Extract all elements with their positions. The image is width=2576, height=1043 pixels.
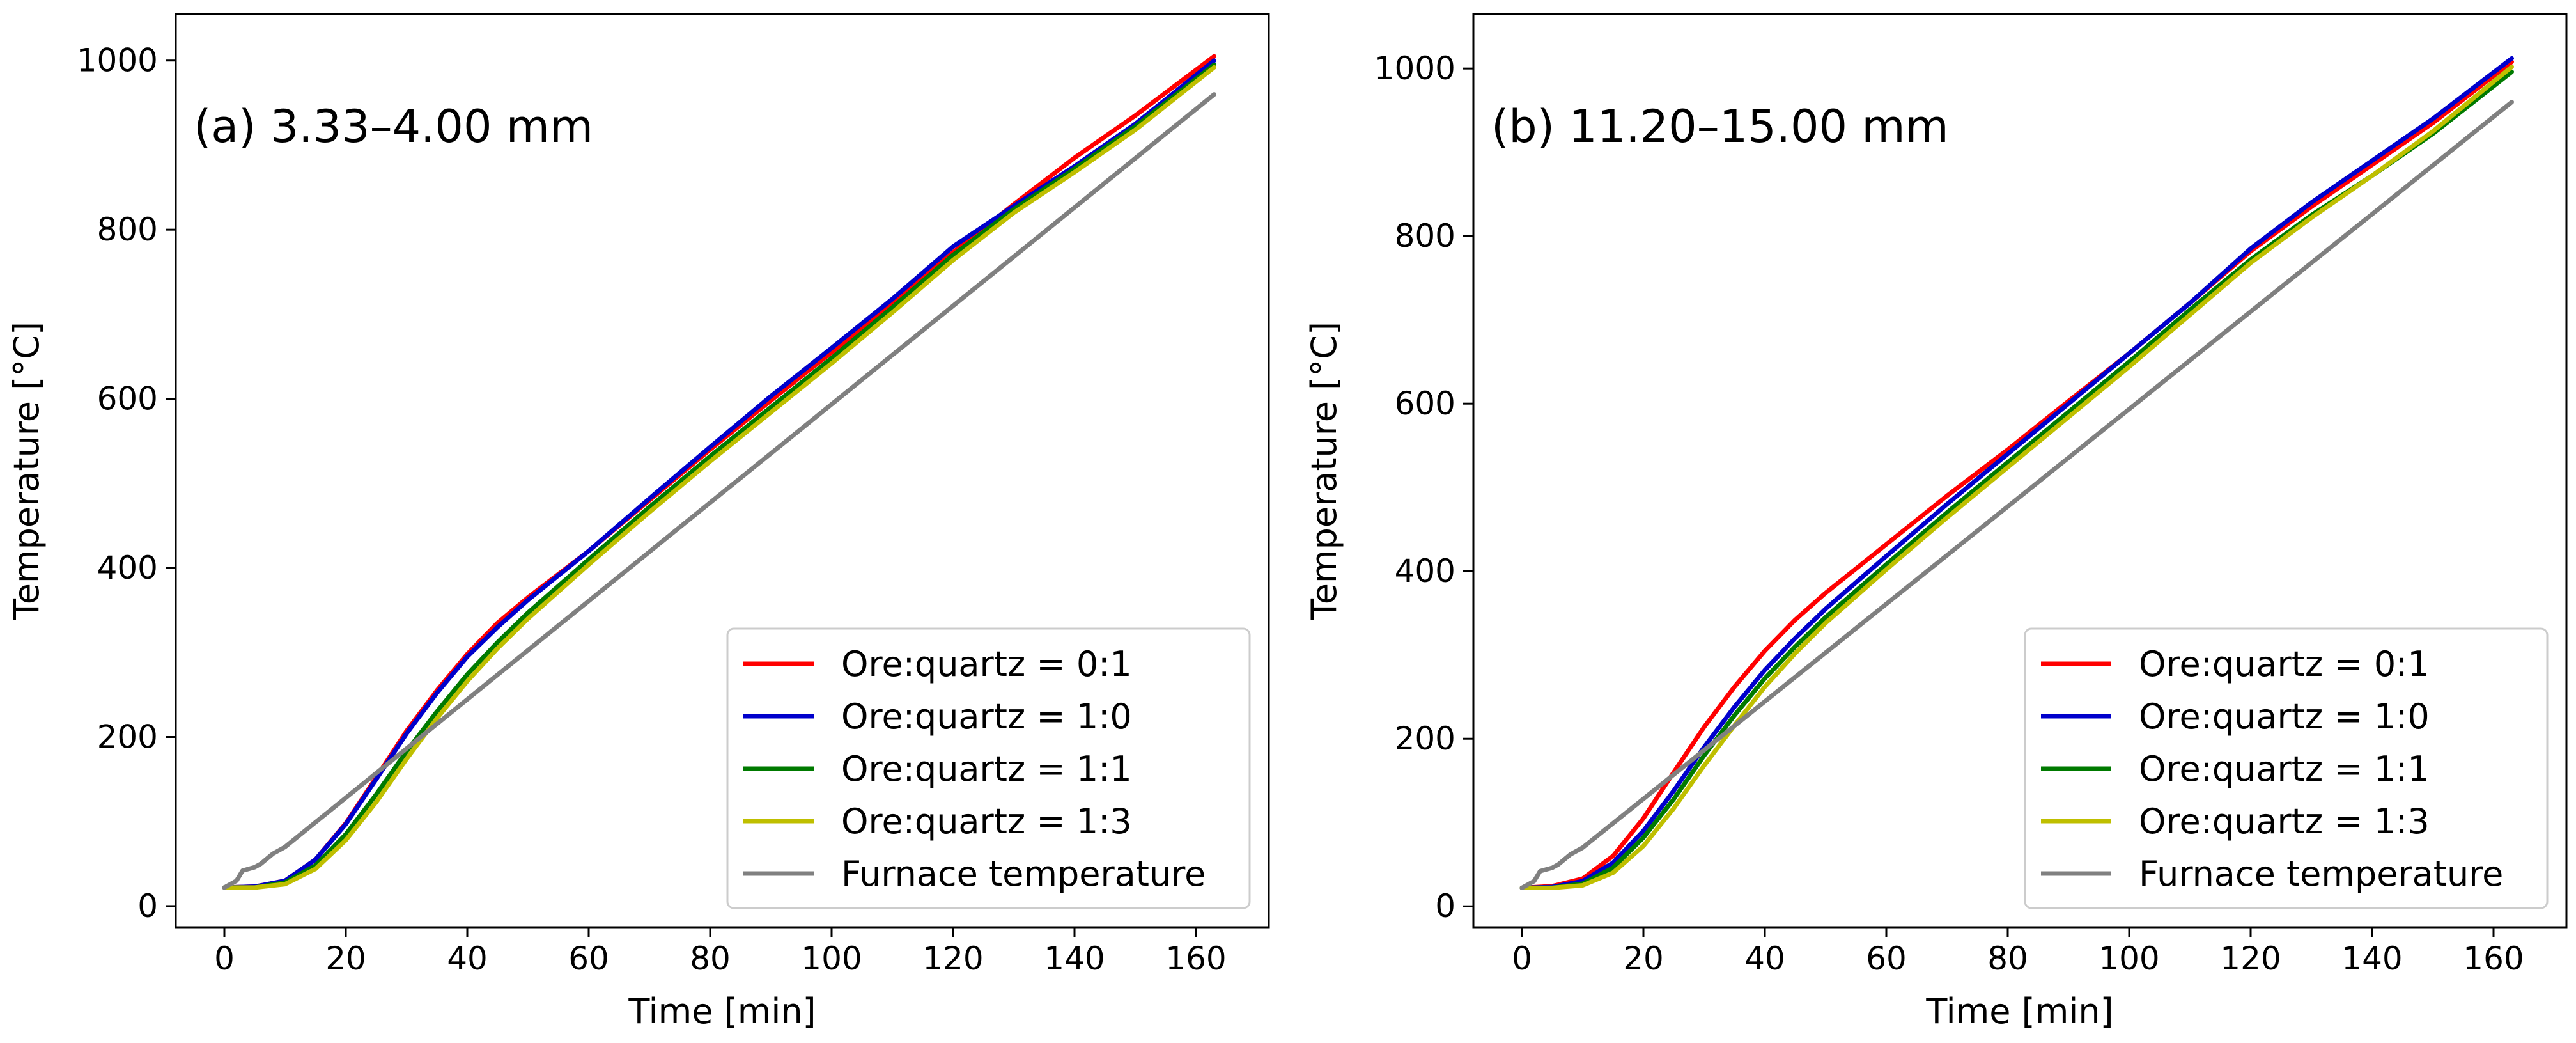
- x-tick-label: 120: [2220, 940, 2281, 977]
- x-tick-label: 40: [1744, 940, 1785, 977]
- x-tick-label: 60: [1866, 940, 1907, 977]
- y-tick-label: 800: [1395, 217, 1455, 255]
- y-tick-label: 400: [97, 549, 158, 586]
- y-tick-label: 0: [137, 888, 158, 925]
- x-tick-label: 0: [214, 940, 235, 977]
- series-line-furnace: [222, 92, 1216, 890]
- x-tick-label: 20: [325, 940, 366, 977]
- legend-label: Ore:quartz = 1:0: [2139, 696, 2430, 737]
- y-tick-label: 400: [1395, 553, 1455, 590]
- legend-box: [2024, 627, 2549, 909]
- chart-panel-a: 0 20 40 60 80 100 120 140 160 0 200 400 600 800 1000 Ti…: [6, 13, 1270, 1031]
- series-line-ore-quartz-1-3: [1519, 65, 2514, 890]
- legend-label: Furnace temperature: [2139, 854, 2503, 894]
- x-tick-label: 0: [1512, 940, 1532, 977]
- series-line-ore-quartz-0-1: [1519, 59, 2514, 890]
- legend-label: Ore:quartz = 1:1: [841, 749, 1132, 789]
- legend-box: [726, 627, 1251, 909]
- series-line-ore-quartz-1-1: [1519, 69, 2514, 890]
- plot-frame: [1472, 13, 2568, 929]
- x-axis-label: Time [min]: [628, 991, 816, 1031]
- x-tick-label: 100: [801, 940, 862, 977]
- y-axis-label: Temperature [°C]: [1304, 322, 1344, 620]
- legend: Ore:quartz = 0:1 Ore:quartz = 1:0 Ore:quar…: [2024, 627, 2549, 909]
- y-tick-label: 600: [1395, 385, 1455, 422]
- y-tick-label: 800: [97, 211, 158, 248]
- x-tick-label: 140: [1044, 940, 1105, 977]
- y-tick-label: 600: [97, 380, 158, 418]
- series-line-furnace: [1519, 100, 2514, 890]
- legend: Ore:quartz = 0:1 Ore:quartz = 1:0 Ore:quar…: [726, 627, 1251, 909]
- legend-label: Furnace temperature: [841, 854, 1206, 894]
- x-tick-label: 60: [568, 940, 609, 977]
- chart-panel-b: 0 20 40 60 80 100 120 140 160 0 200 400 600 800 1000 Ti…: [1304, 13, 2568, 1031]
- series-line-ore-quartz-1-1: [222, 62, 1216, 890]
- y-tick-label: 0: [1435, 888, 1455, 925]
- legend-label: Ore:quartz = 0:1: [2139, 644, 2430, 684]
- x-tick-label: 20: [1623, 940, 1664, 977]
- legend-label: Ore:quartz = 0:1: [841, 644, 1132, 684]
- series-line-ore-quartz-1-0: [222, 58, 1216, 890]
- y-axis-label: Temperature [°C]: [6, 322, 47, 620]
- y-tick-label: 200: [1395, 720, 1455, 757]
- panel-title: (b) 11.20–15.00 mm: [1491, 100, 1949, 153]
- panel-title: (a) 3.33–4.00 mm: [194, 100, 593, 153]
- legend-label: Ore:quartz = 1:3: [2139, 801, 2430, 842]
- x-tick-label: 100: [2099, 940, 2159, 977]
- x-tick-label: 120: [922, 940, 983, 977]
- x-tick-label: 160: [1165, 940, 1226, 977]
- y-tick-label: 200: [97, 719, 158, 756]
- legend-label: Ore:quartz = 1:1: [2139, 749, 2430, 789]
- x-tick-label: 140: [2341, 940, 2402, 977]
- x-tick-label: 40: [447, 940, 488, 977]
- x-tick-label: 160: [2463, 940, 2524, 977]
- plot-frame: [175, 13, 1270, 929]
- y-tick-label: 1000: [77, 42, 158, 79]
- series-line-ore-quartz-1-0: [1519, 56, 2514, 890]
- y-tick-label: 1000: [1374, 50, 1455, 87]
- legend-label: Ore:quartz = 1:0: [841, 696, 1132, 737]
- x-axis-label: Time [min]: [1925, 991, 2113, 1031]
- x-tick-label: 80: [690, 940, 731, 977]
- series-line-ore-quartz-1-3: [222, 65, 1216, 890]
- x-tick-label: 80: [1987, 940, 2028, 977]
- legend-label: Ore:quartz = 1:3: [841, 801, 1132, 842]
